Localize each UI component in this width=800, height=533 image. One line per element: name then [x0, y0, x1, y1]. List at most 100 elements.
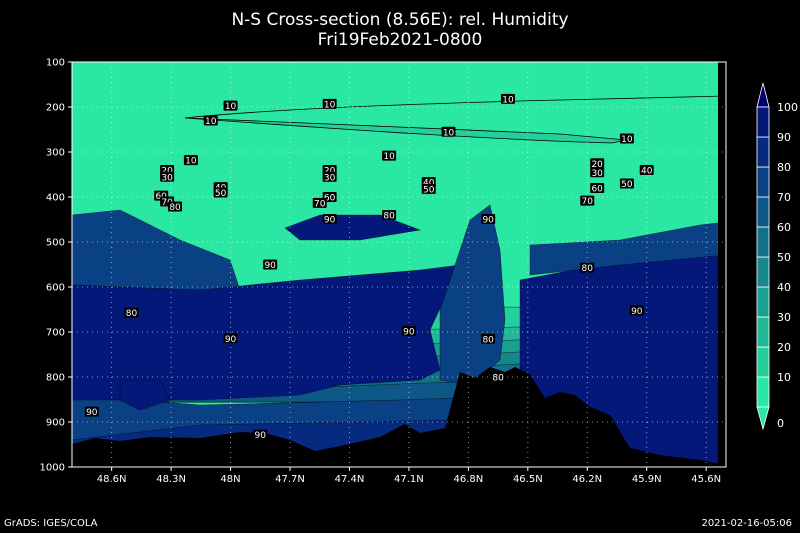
colorbar-label: 0: [777, 417, 784, 430]
y-tick-label: 200: [46, 103, 65, 114]
x-tick-label: 45.9N: [632, 474, 662, 485]
contour-label-text: 20: [324, 167, 336, 177]
contour-label: 80: [580, 262, 595, 274]
contour-label: 80: [168, 201, 183, 213]
contour-label-text: 10: [185, 157, 197, 167]
contour-label-bg: [501, 93, 515, 104]
contour-label-text: 10: [324, 100, 336, 110]
y-tick-label: 500: [46, 238, 65, 249]
colorbar-label: 40: [777, 281, 791, 294]
contour-label-text: 90: [264, 261, 276, 271]
colorbar-label: 100: [777, 101, 798, 114]
axes: 48.6N 48.3N 48N 47.7N 47.4N 47.1N 46.8N 46.5N 46…: [40, 58, 727, 485]
contour-label-text: 10: [621, 135, 633, 145]
contour-label-text: 90: [255, 431, 267, 441]
contour-label-text: 90: [324, 216, 336, 226]
contour-label: 80: [491, 372, 506, 384]
contour-label-bg: [312, 197, 327, 208]
contour-label-text: 70: [314, 199, 326, 209]
colorbar-segment: [756, 226, 770, 258]
contour-label-text: 40: [641, 167, 653, 177]
contour-label: 30: [160, 171, 175, 183]
right-edge-bar: [718, 62, 726, 467]
contour-label-text: 20: [161, 167, 173, 177]
contour-line-10-upper: [184, 95, 726, 119]
colorbar-segment: [756, 376, 770, 408]
contour-label: 10: [441, 126, 456, 138]
contour-label-text: 40: [423, 179, 435, 189]
y-tick-label: 600: [46, 283, 65, 294]
colorbar-segment: [756, 346, 770, 378]
colorbar-label: 90: [777, 131, 791, 144]
contour-label: 90: [253, 429, 268, 441]
contour-label-bg: [382, 150, 397, 161]
patch-90-small: [119, 379, 171, 411]
x-tick-label: 47.7N: [275, 474, 305, 485]
contour-label-text: 10: [443, 128, 455, 138]
colorbar-label: 10: [777, 371, 791, 384]
contour-label: 80: [481, 333, 496, 345]
contour-label-bg: [382, 210, 397, 220]
y-tick-label: 700: [46, 328, 65, 339]
x-tick-label: 46.5N: [513, 474, 543, 485]
contour-label-text: 90: [631, 307, 643, 317]
contour-label-text: 80: [482, 335, 494, 345]
colorbar: 0 10 20 30 40 50 60 70 80 90 100: [756, 82, 798, 431]
contour-label: 10: [203, 115, 218, 127]
plot-frame: [71, 61, 727, 468]
contour-label: 90: [263, 259, 278, 271]
colorbar-segment: [756, 196, 770, 228]
contour-label-bg: [441, 126, 456, 137]
contour-label: 80: [382, 210, 397, 222]
contour-label: 70: [312, 197, 327, 209]
y-tick-label: 100: [46, 58, 65, 69]
contour-label-bg: [590, 167, 605, 178]
contour-label-text: 80: [383, 212, 395, 222]
contour-label-text: 60: [591, 185, 603, 195]
contour-label-text: 90: [225, 335, 237, 345]
chart-title: N-S Cross-section (8.56E): rel. Humidity: [231, 10, 569, 30]
colorbar-segment: [756, 166, 770, 198]
colorbar-label: 60: [777, 221, 791, 234]
contour-label-bg: [213, 187, 228, 198]
contour-label-bg: [322, 98, 337, 109]
contour-label: 10: [322, 98, 337, 110]
colorbar-segment: [756, 136, 770, 168]
plot-area: [72, 62, 726, 467]
contour-label-text: 80: [169, 203, 181, 213]
contour-label: 90: [481, 214, 496, 226]
contour-label-bg: [322, 171, 337, 182]
contour-label-text: 50: [423, 185, 435, 195]
contour-label-bg: [481, 214, 496, 225]
footer-timestamp: 2021-02-16-05:06: [701, 518, 792, 529]
x-tick-label: 47.1N: [394, 474, 424, 485]
contour-label: 10: [223, 100, 238, 112]
y-tick-label: 400: [46, 193, 65, 204]
colorbar-label: 30: [777, 311, 791, 324]
contour-label-text: 70: [161, 198, 173, 208]
colorbar-label: 20: [777, 341, 791, 354]
contour-label: 80: [124, 307, 139, 319]
contour-label: 60: [590, 183, 605, 195]
contour-label-bg: [580, 195, 595, 206]
contour-label-bg: [481, 333, 496, 344]
contour-label-text: 90: [86, 408, 98, 418]
contour-label-bg: [223, 100, 238, 111]
contour-label-text: 10: [205, 117, 217, 127]
y-tick-label: 1000: [40, 463, 65, 474]
contour-label-text: 30: [324, 173, 336, 183]
contour-label-bg: [322, 214, 337, 225]
y-tick-label: 900: [46, 418, 65, 429]
contour-label: 50: [421, 183, 436, 195]
colorbar-arrow-top: [756, 82, 770, 108]
footer-credit: GrADS: IGES/COLA: [4, 518, 98, 529]
colorbar-label: 70: [777, 191, 791, 204]
contour-label-text: 10: [383, 152, 395, 162]
contour-label-bg: [590, 158, 605, 169]
contour-label-bg: [84, 406, 99, 417]
contour-label-bg: [580, 262, 595, 273]
contour-label-text: 30: [161, 173, 173, 183]
contour-label: 70: [580, 195, 595, 207]
x-tick-label: 47.4N: [335, 474, 365, 485]
